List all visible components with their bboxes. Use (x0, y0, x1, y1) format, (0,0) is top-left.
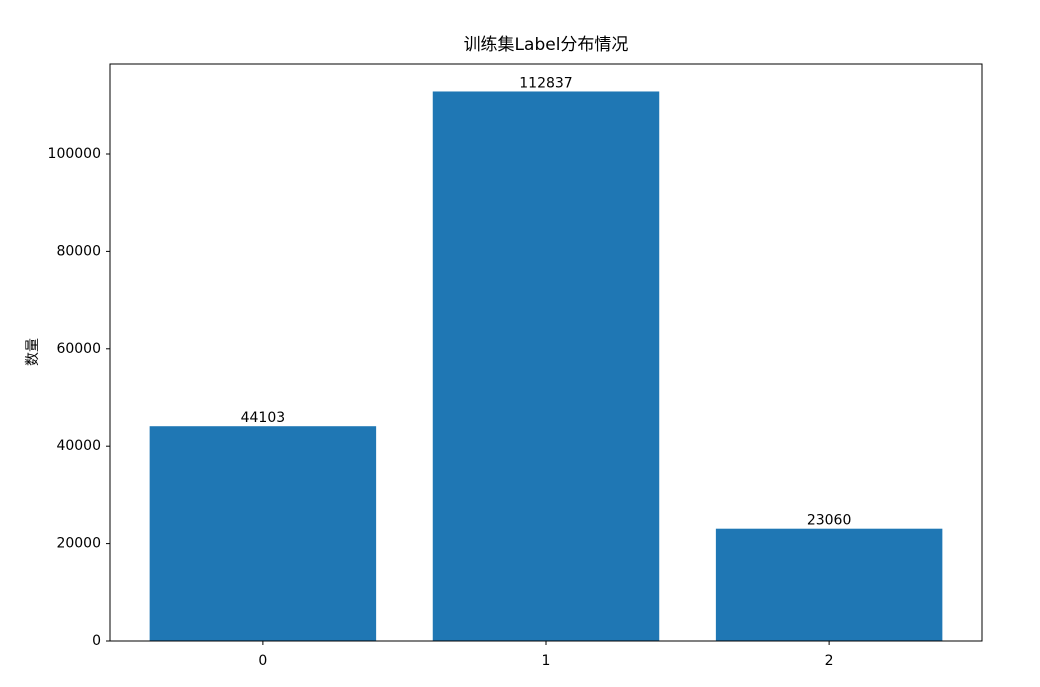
x-tick-label: 1 (542, 653, 551, 669)
x-tick-label: 2 (825, 653, 834, 669)
data-label: 44103 (241, 410, 286, 426)
y-tick-label: 100000 (48, 146, 101, 162)
y-axis-label: 数量 (25, 338, 41, 366)
y-tick-label: 60000 (56, 341, 101, 357)
plot-area: 0 20000 40000 60000 80000 100000 0 44103 1 112837… (48, 75, 943, 669)
data-label: 112837 (519, 75, 572, 91)
bar (432, 91, 660, 642)
y-tick-label: 20000 (56, 536, 101, 552)
data-label: 23060 (807, 513, 852, 529)
y-tick-label: 40000 (56, 438, 101, 454)
y-tick-label: 0 (92, 633, 101, 649)
x-tick-label: 0 (258, 653, 267, 669)
y-tick-label: 80000 (56, 243, 101, 259)
axes-frame (109, 63, 983, 642)
bar (715, 528, 943, 641)
bar (149, 426, 377, 641)
chart-title: 训练集Label分布情况 (464, 35, 629, 55)
